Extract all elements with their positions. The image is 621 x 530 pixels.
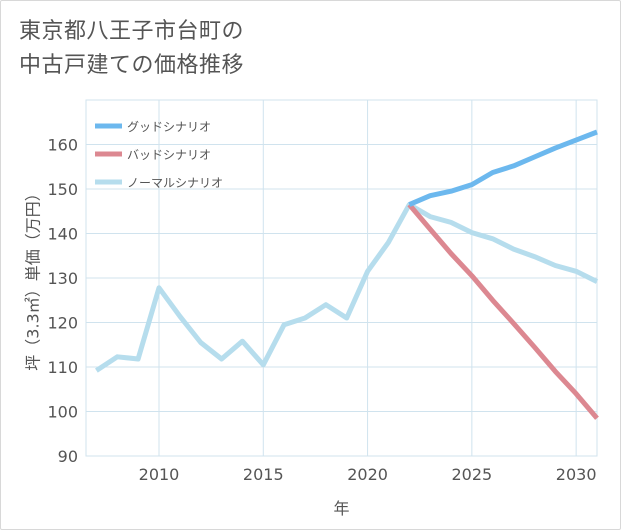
series-line [407,202,599,420]
series-lines [95,129,599,420]
legend-label: ノーマルシナリオ [127,176,223,190]
chart-title-line-1: 東京都八王子市台町の [19,19,245,44]
x-axis-title: 年 [333,499,349,518]
x-tick-label: 2025 [451,465,492,484]
x-tick-label: 2015 [243,465,284,484]
x-axis-ticks: 2010 2015 2020 2025 2030 [139,465,597,484]
y-tick-label: 120 [47,314,78,333]
series-line [408,129,598,207]
y-tick-label: 100 [47,403,78,422]
series-line [95,202,599,373]
y-tick-label: 140 [47,225,78,244]
y-tick-label: 90 [58,447,78,466]
y-tick-label: 160 [47,136,78,155]
legend-label: グッドシナリオ [127,120,211,134]
y-axis-ticks: 90 100 110 120 130 140 150 160 [47,136,78,467]
x-tick-label: 2010 [139,465,180,484]
y-tick-label: 110 [47,358,78,377]
x-tick-label: 2020 [347,465,388,484]
chart-title-line-2: 中古戸建ての価格推移 [19,53,245,78]
legend-label: バッドシナリオ [127,148,211,162]
y-axis-title: 坪（3.3㎡）単価（万円） [24,185,43,370]
y-tick-label: 130 [47,269,78,288]
y-tick-label: 150 [47,180,78,199]
chart-title: 東京都八王子市台町の 中古戸建ての価格推移 [19,15,244,83]
x-tick-label: 2030 [556,465,597,484]
